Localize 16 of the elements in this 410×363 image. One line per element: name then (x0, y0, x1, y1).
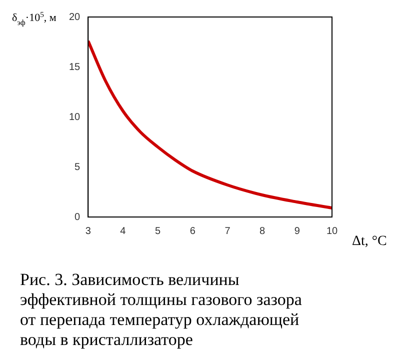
y-tick-label: 0 (74, 212, 81, 223)
x-tick-label: 5 (155, 226, 162, 237)
x-tick-label: 6 (190, 226, 196, 237)
x-tick-label: 10 (326, 226, 338, 237)
line-series (88, 40, 332, 210)
x-axis-title: Δt, °C (352, 234, 387, 249)
y-tick-label: 20 (69, 12, 81, 23)
text: Рис. 3. Зависимость величины эффективной толщины газового зазора от перепада температур охлаждающей воды в кристаллизаторе (20, 270, 303, 350)
x-tick-label: 3 (85, 226, 92, 237)
x-tick-label: 8 (260, 226, 266, 237)
y-tick-label: 15 (69, 62, 81, 73)
x-tick-label: 9 (294, 226, 300, 237)
x-tick-label: 7 (224, 226, 231, 237)
y-tick-label: 10 (69, 112, 81, 123)
x-tick-label: 4 (120, 226, 126, 237)
y-tick-label: 5 (74, 162, 81, 173)
